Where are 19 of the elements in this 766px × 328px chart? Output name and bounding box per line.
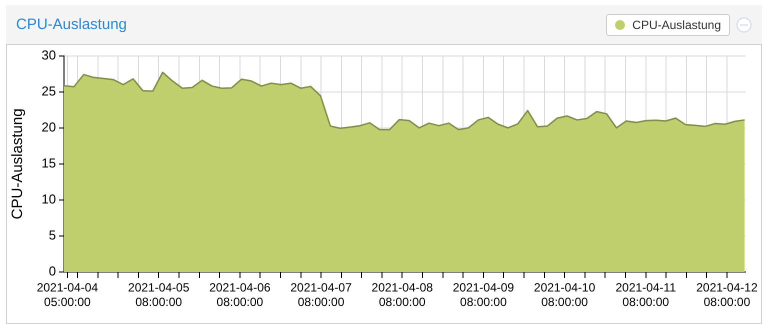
x-tick-label: 2021-04-07 08:00:00 (290, 280, 352, 309)
chart-title: CPU-Auslastung (16, 16, 127, 33)
y-tick-label: 15 (42, 155, 56, 170)
x-tick-label: 2021-04-11 08:00:00 (616, 280, 676, 309)
y-tick-label: 10 (42, 192, 56, 207)
y-tick-label: 25 (42, 83, 56, 98)
y-tick-label: 0 (48, 264, 56, 279)
y-tick-label: 30 (42, 47, 56, 62)
x-tick-label: 2021-04-06 08:00:00 (209, 280, 271, 309)
x-tick-label: 2021-04-10 08:00:00 (534, 280, 596, 309)
x-tick-label: 2021-04-04 05:00:00 (36, 280, 98, 309)
x-tick-label: 2021-04-05 08:00:00 (128, 280, 190, 309)
y-tick-label: 5 (48, 228, 56, 243)
y-axis-title: CPU-Auslastung (9, 108, 26, 220)
x-tick-label: 2021-04-09 08:00:00 (452, 280, 514, 309)
y-tick-label: 20 (42, 119, 56, 134)
legend-label: CPU-Auslastung (632, 18, 721, 32)
x-tick-label: 2021-04-08 08:00:00 (372, 280, 434, 309)
x-tick-label: 2021-04-12 08:00:00 (696, 280, 758, 309)
